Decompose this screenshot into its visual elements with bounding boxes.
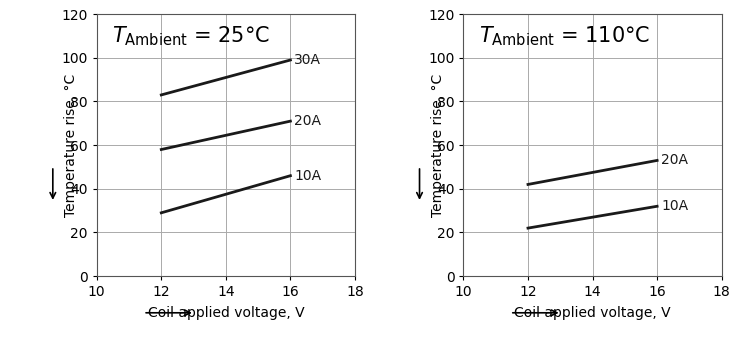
Text: $T_{\mathrm{Ambient}}$ = 25°C: $T_{\mathrm{Ambient}}$ = 25°C <box>112 25 270 48</box>
Text: Coil applied voltage, V: Coil applied voltage, V <box>147 306 304 320</box>
Text: Temperature rise, °C: Temperature rise, °C <box>431 74 445 217</box>
Text: 20A: 20A <box>295 114 321 128</box>
Text: Coil applied voltage, V: Coil applied voltage, V <box>514 306 671 320</box>
Text: $T_{\mathrm{Ambient}}$ = 110°C: $T_{\mathrm{Ambient}}$ = 110°C <box>479 25 650 48</box>
Text: 20A: 20A <box>661 153 688 167</box>
Text: Temperature rise, °C: Temperature rise, °C <box>64 74 78 217</box>
Text: 30A: 30A <box>295 53 321 67</box>
Text: 10A: 10A <box>295 169 321 183</box>
Text: 10A: 10A <box>661 199 688 213</box>
